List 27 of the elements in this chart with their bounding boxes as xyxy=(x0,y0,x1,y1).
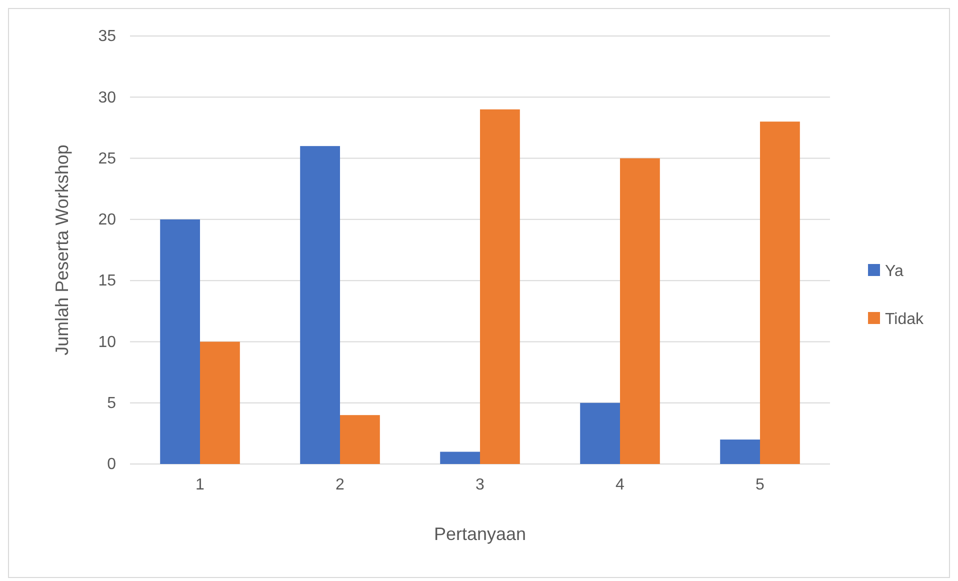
y-tick-label: 0 xyxy=(107,456,116,474)
bar xyxy=(160,219,200,464)
bar xyxy=(580,402,620,464)
y-axis-title: Jumlah Peserta Workshop xyxy=(52,144,72,356)
y-tick-label: 15 xyxy=(98,272,116,290)
legend-label: Ya xyxy=(885,263,904,280)
y-tick-label: 25 xyxy=(98,150,116,168)
x-tick-label: 2 xyxy=(336,476,345,494)
legend-label: Tidak xyxy=(885,311,925,328)
bar xyxy=(340,415,380,464)
x-tick-label: 4 xyxy=(616,476,625,494)
bar xyxy=(300,146,340,464)
y-tick-label: 30 xyxy=(98,89,116,106)
bar xyxy=(720,440,760,464)
y-tick-label: 35 xyxy=(98,28,116,46)
x-tick-label: 5 xyxy=(756,476,765,494)
x-axis-title: Pertanyaan xyxy=(434,524,526,544)
y-tick-label: 5 xyxy=(107,394,116,412)
bar xyxy=(760,122,800,464)
x-tick-label: 3 xyxy=(476,476,485,494)
y-tick-label: 10 xyxy=(98,334,116,351)
y-tick-label: 20 xyxy=(98,212,116,229)
bar xyxy=(440,452,480,464)
bar xyxy=(480,109,520,464)
x-tick-label: 1 xyxy=(196,476,205,494)
bar xyxy=(620,158,660,464)
bar xyxy=(200,342,240,464)
